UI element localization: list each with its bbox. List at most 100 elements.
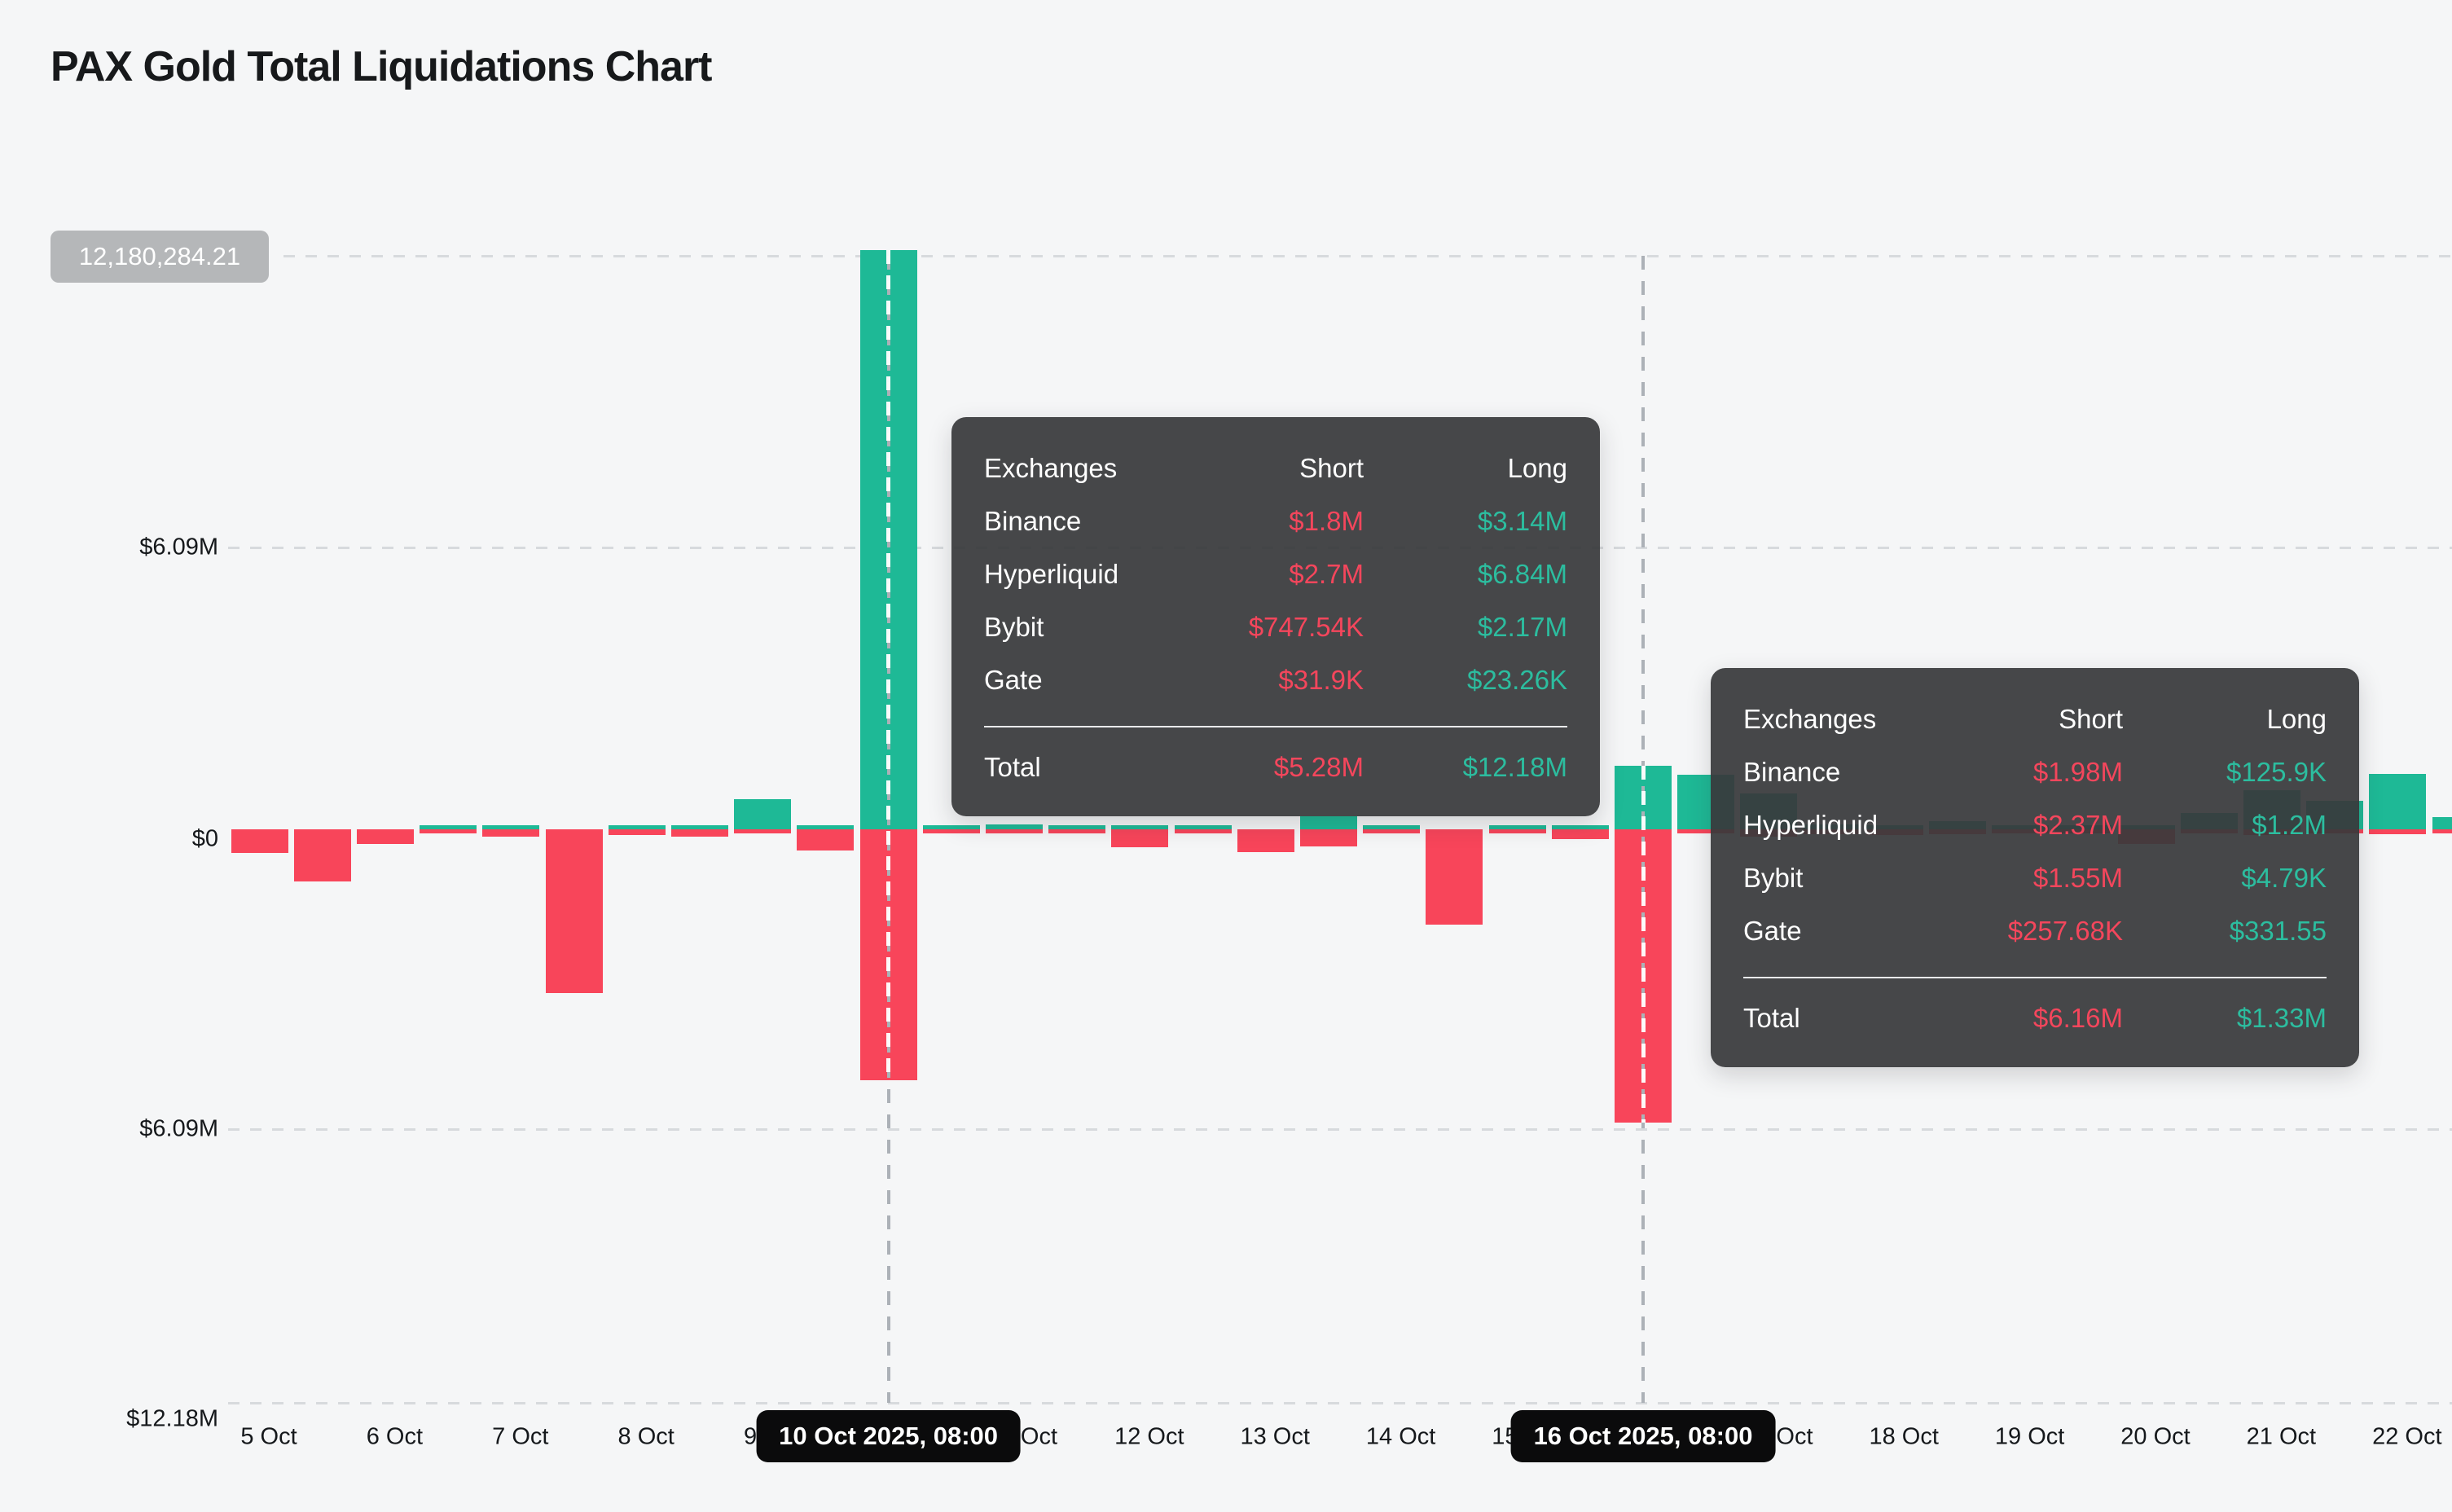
x-axis-label: 22 Oct [2372,1423,2442,1450]
y-axis-label: $12.18M [126,1405,218,1432]
crosshair-line-on-bar [1641,766,1646,1123]
x-axis-label: 8 Oct [617,1423,675,1450]
tooltip-short-value: $5.28M [1273,751,1364,782]
bar-long[interactable] [1111,825,1169,829]
bar-long[interactable] [1174,825,1232,829]
bar-short[interactable] [1363,829,1421,833]
tooltip-row: Binance $1.98M $125.9K [1743,745,2327,798]
tooltip-long-value: $3.14M [1477,505,1567,536]
x-axis-label: 21 Oct [2246,1423,2317,1450]
bar-short[interactable] [420,829,477,833]
bar-short[interactable] [797,829,855,851]
bar-long[interactable] [1551,825,1609,829]
tooltip-exchange-name: Binance [984,505,1082,536]
bar-short[interactable] [986,829,1043,833]
bar-long[interactable] [2432,817,2452,829]
tooltip-long-value: $6.84M [1477,558,1567,589]
bar-short[interactable] [671,829,728,837]
bar-short[interactable] [1551,829,1609,839]
tooltip-long-value: $1.2M [2252,809,2327,840]
tooltip-short-value: Short [1299,452,1364,483]
tooltip-short-value: $747.54K [1248,611,1364,642]
x-axis-label: 5 Oct [240,1423,297,1450]
bar-long[interactable] [671,825,728,829]
tooltip-total-row: Total $6.16M $1.33M [1743,991,2327,1044]
bar-long[interactable] [797,825,855,829]
tooltip-long-value: $2.17M [1477,611,1567,642]
tooltip-short-value: $257.68K [2007,915,2123,946]
bar-long[interactable] [608,825,666,829]
tooltip-exchange-name: Total [984,751,1041,782]
tooltip-divider [984,726,1567,727]
bar-short[interactable] [482,829,540,837]
bar-short[interactable] [2369,829,2427,834]
x-axis-label: 14 Oct [1365,1423,1436,1450]
bar-short[interactable] [1300,829,1357,847]
bar-short[interactable] [922,829,980,833]
bar-long[interactable] [734,799,792,829]
tooltip-exchange-name: Hyperliquid [1743,809,1879,840]
bar-long[interactable] [2369,774,2427,829]
tooltip-exchange-name: Gate [1743,915,1802,946]
tooltip-row: Hyperliquid $2.7M $6.84M [984,547,1567,600]
x-axis-date-pill: 10 Oct 2025, 08:00 [756,1410,1022,1462]
tooltip-row: Hyperliquid $2.37M $1.2M [1743,798,2327,851]
bar-short[interactable] [293,829,351,882]
crosshair-line-on-bar [886,249,891,1081]
tooltip-long-value: Long [2266,703,2327,734]
bar-long[interactable] [1300,816,1357,829]
gridline-3 [228,1402,2452,1404]
bar-long[interactable] [1048,825,1106,829]
bar-short[interactable] [1677,829,1735,833]
tooltip-short-value: $2.37M [2032,809,2123,840]
bar-short[interactable] [231,829,288,854]
tooltip-exchange-name: Bybit [984,611,1044,642]
bar-long[interactable] [922,825,980,829]
tooltip-exchange-name: Binance [1743,756,1841,787]
tooltip-long-value: $23.26K [1467,664,1567,695]
tooltip-long-value: Long [1507,452,1567,483]
tooltip-short-value: $2.7M [1289,558,1364,589]
bar-long[interactable] [1363,825,1421,829]
exchange-tooltip: Exchanges Short Long Binance $1.98M $125.9K Hy… [1711,668,2359,1067]
bar-long[interactable] [482,825,540,829]
tooltip-header: Exchanges Short Long [984,442,1567,494]
tooltip-long-value: $331.55 [2229,915,2327,946]
tooltip-row: Bybit $747.54K $2.17M [984,600,1567,653]
tooltip-exchange-name: Exchanges [1743,703,1877,734]
bar-short[interactable] [608,829,666,835]
tooltip-row: Gate $257.68K $331.55 [1743,904,2327,957]
bar-short[interactable] [734,829,792,833]
tooltip-short-value: $1.55M [2032,862,2123,893]
bar-short[interactable] [1111,829,1169,848]
bar-short[interactable] [1048,829,1106,833]
tooltip-long-value: $125.9K [2226,756,2327,787]
bar-long[interactable] [420,825,477,829]
bar-short[interactable] [357,829,414,844]
tooltip-row: Bybit $1.55M $4.79K [1743,851,2327,904]
y-axis-label: $6.09M [139,534,218,560]
bar-short[interactable] [545,829,603,994]
tooltip-short-value: Short [2059,703,2123,734]
tooltip-short-value: $6.16M [2032,1002,2123,1033]
bar-short[interactable] [1488,829,1546,833]
bar-short[interactable] [1426,829,1483,925]
x-axis-label: 18 Oct [1869,1423,1939,1450]
bar-short[interactable] [1174,829,1232,833]
bar-short[interactable] [2432,829,2452,833]
tooltip-long-value: $4.79K [2241,862,2327,893]
tooltip-long-value: $1.33M [2236,1002,2327,1033]
y-axis-label: $6.09M [139,1115,218,1142]
bar-long[interactable] [986,824,1043,829]
x-axis-label: 13 Oct [1240,1423,1310,1450]
tooltip-long-value: $12.18M [1462,751,1567,782]
x-axis-date-pill: 16 Oct 2025, 08:00 [1510,1410,1776,1462]
gridline-2 [228,1128,2452,1131]
tooltip-row: Binance $1.8M $3.14M [984,494,1567,547]
bar-long[interactable] [1488,825,1546,829]
tooltip-header: Exchanges Short Long [1743,692,2327,745]
x-axis-label: 7 Oct [492,1423,549,1450]
tooltip-exchange-name: Bybit [1743,862,1804,893]
bar-short[interactable] [1237,829,1294,853]
